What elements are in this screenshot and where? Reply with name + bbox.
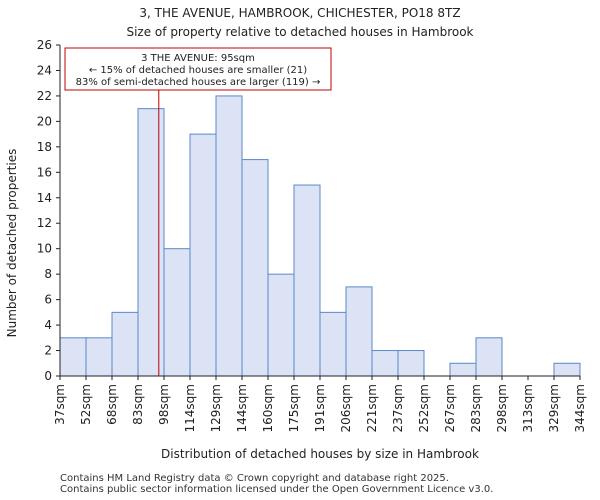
y-tick-label: 10 — [37, 242, 52, 256]
bar-175sqm — [293, 184, 321, 377]
x-tick-label: 83sqm — [131, 384, 145, 425]
bar-221sqm — [371, 350, 399, 377]
x-tick-label: 237sqm — [391, 384, 405, 432]
bar-160sqm — [267, 273, 295, 377]
bar-83sqm — [137, 108, 165, 377]
y-tick-label: 16 — [37, 165, 52, 179]
chart-subtitle: Size of property relative to detached ho… — [126, 25, 473, 39]
y-tick-label: 24 — [37, 63, 52, 77]
x-tick-label: 191sqm — [313, 384, 327, 432]
y-tick-label: 8 — [44, 267, 52, 281]
x-axis-label: Distribution of detached houses by size … — [161, 447, 479, 461]
y-tick-label: 4 — [44, 318, 52, 332]
y-tick-label: 6 — [44, 293, 52, 307]
x-tick-label: 98sqm — [157, 384, 171, 425]
x-tick-label: 313sqm — [521, 384, 535, 432]
bar-37sqm — [59, 337, 87, 377]
y-tick-label: 20 — [37, 114, 52, 128]
x-tick-label: 267sqm — [443, 384, 457, 432]
y-tick-label: 12 — [37, 216, 52, 230]
annotation-box: 3 THE AVENUE: 95sqm ← 15% of detached ho… — [64, 47, 332, 91]
bar-206sqm — [345, 286, 373, 377]
x-tick-label: 221sqm — [365, 384, 379, 432]
bar-191sqm — [319, 311, 347, 377]
footer-line-2: Contains public sector information licen… — [60, 484, 494, 495]
annotation-frame — [64, 47, 332, 91]
x-tick-label: 329sqm — [547, 384, 561, 432]
bar-237sqm — [397, 350, 425, 377]
x-tick-label: 52sqm — [79, 384, 93, 425]
x-tick-label: 114sqm — [183, 384, 197, 432]
y-tick-label: 18 — [37, 140, 52, 154]
x-tick-label: 298sqm — [495, 384, 509, 432]
annotation-line-2: ← 15% of detached houses are smaller (21… — [89, 65, 307, 76]
annotation-line-3: 83% of semi-detached houses are larger (… — [76, 77, 321, 88]
y-tick-label: 14 — [37, 191, 52, 205]
y-axis-label: Number of detached properties — [5, 149, 19, 338]
x-tick-label: 37sqm — [53, 384, 67, 425]
bar-283sqm — [475, 337, 503, 377]
x-tick-label: 252sqm — [417, 384, 431, 432]
x-tick-label: 129sqm — [209, 384, 223, 432]
x-tick-label: 283sqm — [469, 384, 483, 432]
y-tick-label: 22 — [37, 89, 52, 103]
y-tick-label: 2 — [44, 344, 52, 358]
x-axis: 37sqm 52sqm 68sqm 83sqm 98sqm 114sqm 129sqm 144… — [53, 375, 587, 432]
bar-329sqm — [553, 362, 581, 377]
footer-line-1: Contains HM Land Registry data © Crown c… — [60, 473, 449, 484]
bar-144sqm — [241, 159, 269, 377]
bar-68sqm — [111, 311, 139, 377]
x-tick-label: 206sqm — [339, 384, 353, 432]
chart-title: 3, THE AVENUE, HAMBROOK, CHICHESTER, PO1… — [139, 6, 460, 20]
annotation-line-1: 3 THE AVENUE: 95sqm — [141, 53, 255, 64]
y-tick-label: 0 — [44, 369, 52, 383]
x-tick-label: 144sqm — [235, 384, 249, 432]
bar-114sqm — [189, 133, 217, 377]
bar-267sqm — [449, 362, 477, 377]
bar-129sqm — [215, 95, 243, 377]
x-tick-label: 68sqm — [105, 384, 119, 425]
x-tick-label: 160sqm — [261, 384, 275, 432]
bar-98sqm — [163, 248, 191, 377]
x-tick-label: 344sqm — [573, 384, 587, 432]
y-tick-label: 26 — [37, 38, 52, 52]
x-tick-label: 175sqm — [287, 384, 301, 432]
bars-group — [59, 95, 581, 377]
bar-52sqm — [85, 337, 113, 377]
